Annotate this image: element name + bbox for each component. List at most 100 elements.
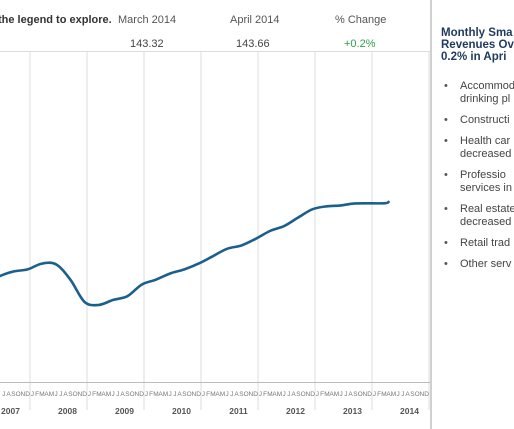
- month-tick-label: J: [225, 391, 228, 398]
- month-tick-label: A: [158, 391, 163, 398]
- month-tick-label: M: [49, 391, 54, 398]
- month-tick-label: O: [415, 391, 420, 398]
- month-tick-label: A: [329, 391, 334, 398]
- summary-item: Real estate decreased: [444, 203, 514, 229]
- month-tick-label: F: [92, 391, 96, 398]
- month-tick-label: A: [348, 391, 353, 398]
- month-tick-label: J: [202, 391, 205, 398]
- month-tick-label: F: [320, 391, 324, 398]
- month-tick-label: O: [244, 391, 249, 398]
- month-tick-label: M: [324, 391, 329, 398]
- summary-item: Retail trad: [444, 237, 514, 250]
- month-tick-label: M: [267, 391, 272, 398]
- year-label: 2014: [400, 406, 419, 416]
- series-line[interactable]: [0, 200, 390, 307]
- month-tick-label: M: [106, 391, 111, 398]
- month-tick-label: O: [73, 391, 78, 398]
- column-header-change: % Change: [335, 14, 387, 26]
- month-tick-label: J: [316, 391, 319, 398]
- month-tick-label: F: [206, 391, 210, 398]
- month-tick-label: A: [234, 391, 239, 398]
- month-tick-label: J: [259, 391, 262, 398]
- column-header-april: April 2014: [230, 14, 280, 26]
- month-tick-label: J: [168, 391, 171, 398]
- april-value: 143.66: [236, 38, 270, 50]
- summary-item: Accommod drinking pl: [444, 80, 514, 106]
- month-tick-label: N: [249, 391, 254, 398]
- month-tick-label: J: [344, 391, 347, 398]
- month-tick-label: N: [306, 391, 311, 398]
- summary-item: Professio services in: [444, 169, 514, 195]
- month-tick-label: D: [253, 391, 258, 398]
- month-tick-label: O: [187, 391, 192, 398]
- month-tick-label: M: [220, 391, 225, 398]
- month-tick-label: M: [381, 391, 386, 398]
- month-tick-label: N: [420, 391, 425, 398]
- month-tick-label: M: [334, 391, 339, 398]
- percent-change-value: +0.2%: [344, 38, 376, 50]
- month-tick-label: J: [230, 391, 233, 398]
- month-tick-label: N: [78, 391, 83, 398]
- month-tick-label: J: [145, 391, 148, 398]
- month-tick-label: F: [149, 391, 153, 398]
- month-tick-label: M: [391, 391, 396, 398]
- month-tick-label: D: [196, 391, 201, 398]
- month-tick-label: F: [35, 391, 39, 398]
- comparison-header: the legend to explore. March 2014 April …: [0, 0, 430, 52]
- month-tick-label: S: [182, 391, 187, 398]
- panel-divider: [430, 0, 432, 429]
- month-tick-label: M: [163, 391, 168, 398]
- summary-panel: Monthly Sma Revenues Ov 0.2% in Apri Acc…: [432, 0, 514, 429]
- year-label: 2007: [1, 406, 20, 416]
- month-tick-label: J: [339, 391, 342, 398]
- month-tick-label: S: [410, 391, 415, 398]
- month-tick-label: S: [68, 391, 73, 398]
- month-tick-label: N: [21, 391, 26, 398]
- month-tick-label: A: [101, 391, 106, 398]
- month-tick-label: O: [130, 391, 135, 398]
- month-tick-label: M: [277, 391, 282, 398]
- month-tick-label: J: [88, 391, 91, 398]
- month-tick-label: D: [139, 391, 144, 398]
- month-tick-label: D: [424, 391, 429, 398]
- year-label: 2013: [343, 406, 362, 416]
- month-tick-label: J: [396, 391, 399, 398]
- month-tick-label: M: [96, 391, 101, 398]
- month-tick-label: O: [301, 391, 306, 398]
- month-tick-label: J: [401, 391, 404, 398]
- month-tick-label: N: [363, 391, 368, 398]
- summary-item: Constructi: [444, 114, 514, 127]
- year-label: 2011: [229, 406, 248, 416]
- year-label: 2010: [172, 406, 191, 416]
- month-tick-label: J: [54, 391, 57, 398]
- summary-list: Accommod drinking pl Constructi Health car…: [444, 80, 514, 279]
- chart-panel: the legend to explore. March 2014 April …: [0, 0, 430, 429]
- month-tick-label: O: [358, 391, 363, 398]
- chart-gridlines: [29, 52, 430, 410]
- month-tick-label: D: [367, 391, 372, 398]
- month-tick-label: S: [353, 391, 358, 398]
- month-tick-label: N: [192, 391, 197, 398]
- column-header-march: March 2014: [118, 14, 177, 26]
- month-tick-label: M: [39, 391, 44, 398]
- month-tick-label: D: [82, 391, 87, 398]
- year-labels: 2007 2008 2009 2010 2011 2012 2013 2014: [1, 406, 419, 416]
- month-tick-label: J: [287, 391, 290, 398]
- month-tick-label: J: [173, 391, 176, 398]
- month-tick-label: A: [215, 391, 220, 398]
- month-tick-label: A: [63, 391, 68, 398]
- month-tick-label: J: [373, 391, 376, 398]
- month-tick-label: A: [272, 391, 277, 398]
- year-label: 2009: [115, 406, 134, 416]
- month-tick-label: S: [296, 391, 301, 398]
- march-value: 143.32: [130, 38, 164, 50]
- year-label: 2012: [286, 406, 305, 416]
- year-label: 2008: [58, 406, 77, 416]
- month-tick-label: M: [153, 391, 158, 398]
- month-tick-label: D: [310, 391, 315, 398]
- month-tick-label: A: [177, 391, 182, 398]
- month-tick-label: A: [291, 391, 296, 398]
- month-tick-label: J: [116, 391, 119, 398]
